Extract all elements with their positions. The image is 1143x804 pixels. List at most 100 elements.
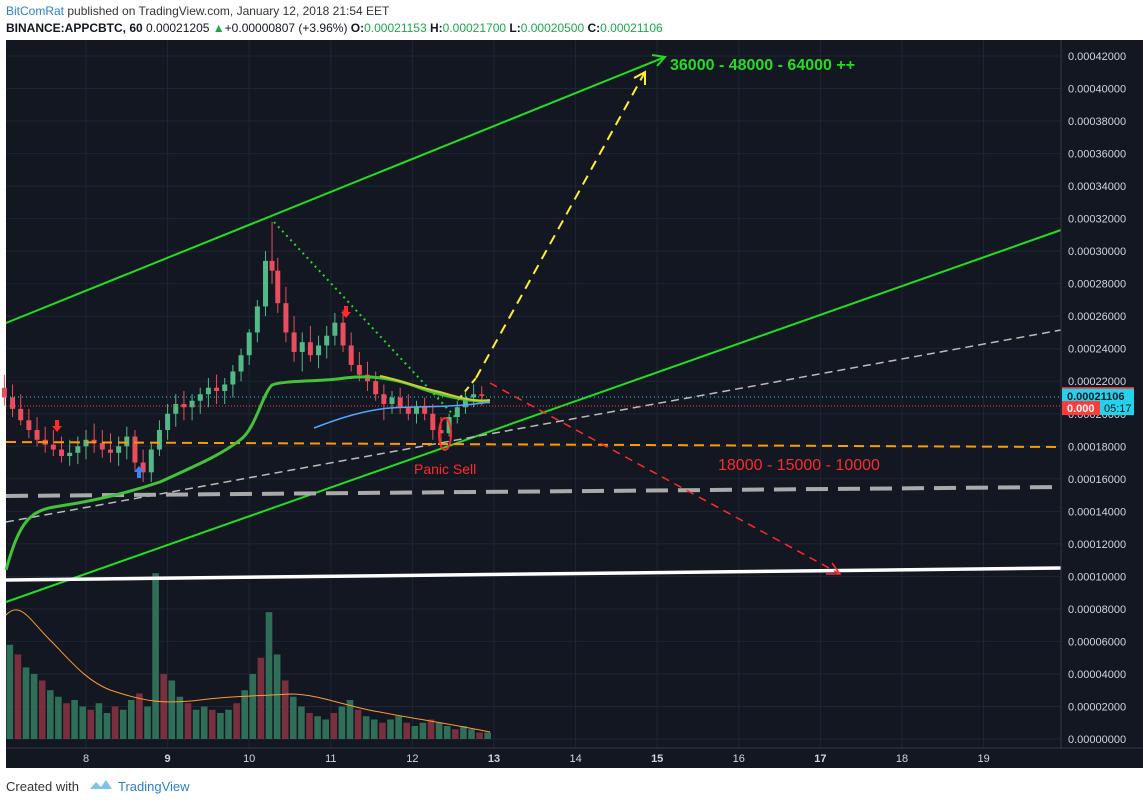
symbol-label: BINANCE:APPCBTC, 60 <box>6 21 143 35</box>
y-tick-label: 0.00030000 <box>1068 246 1126 258</box>
volume-bar <box>160 673 167 739</box>
candle-body <box>283 303 289 333</box>
volume-ma-orange <box>5 609 491 733</box>
countdown-text: 05:17 <box>1104 403 1132 415</box>
volume-bar <box>314 716 321 739</box>
candle-body <box>26 420 32 431</box>
candle-body <box>67 452 73 457</box>
x-tick-label: 8 <box>83 753 89 765</box>
up-triangle-icon: ▲ <box>212 21 225 35</box>
candle-body <box>381 394 387 405</box>
signal-markers <box>52 306 351 478</box>
candle-body <box>116 446 122 453</box>
volume-bar <box>419 722 427 739</box>
x-tick-label: 18 <box>896 753 908 765</box>
panic-sell-label[interactable]: Panic Sell <box>414 461 476 477</box>
author-link[interactable]: BitComRat <box>6 4 65 18</box>
panic-sell-marker[interactable] <box>438 417 452 451</box>
bull-projection-start <box>457 377 477 401</box>
candle-body <box>291 332 297 352</box>
volume-bar <box>184 703 192 739</box>
x-tick-label: 19 <box>977 753 989 765</box>
volume-bar <box>55 696 62 739</box>
volume-bar <box>14 654 22 739</box>
grey-thick-support[interactable] <box>5 485 1062 498</box>
volume-bar <box>128 699 135 739</box>
white-support[interactable] <box>5 566 1062 582</box>
tradingview-brand-link[interactable]: TradingView <box>118 779 190 794</box>
price-label-box <box>1062 388 1134 403</box>
candle-body <box>132 436 138 463</box>
chart-header: BitComRat published on TradingView.com, … <box>0 0 1143 40</box>
published-text: published on TradingView.com, January 12… <box>64 4 390 18</box>
bull-projection-arrow[interactable] <box>475 71 646 379</box>
volume-bar <box>346 699 354 739</box>
volume-bar <box>443 725 451 739</box>
channel-lower-line[interactable] <box>5 229 1062 603</box>
candle-body <box>422 407 428 414</box>
volume-bar <box>144 706 151 739</box>
volume-bar <box>476 732 483 739</box>
volume-bar <box>379 722 386 739</box>
moving-averages <box>4 375 491 733</box>
channel-upper-arrowhead <box>651 54 667 67</box>
volume-bar <box>209 709 216 739</box>
target-up-label[interactable]: 36000 - 48000 - 64000 ++ <box>670 57 855 74</box>
x-tick-label: 17 <box>814 753 826 765</box>
volume-bar <box>371 719 378 739</box>
open-label: O: <box>350 21 365 35</box>
price-change: +0.00000807 (+3.96%) <box>224 21 348 35</box>
candle-body <box>438 430 444 434</box>
target-down-label[interactable]: 18000 - 15000 - 10000 <box>718 457 880 474</box>
y-tick-label: 0.00004000 <box>1068 669 1126 681</box>
last-price: 0.00021205 <box>146 21 210 35</box>
volume-bar <box>281 680 289 739</box>
volume-bar <box>338 706 346 739</box>
candle-body <box>91 439 97 444</box>
x-tick-label: 15 <box>651 753 663 765</box>
x-tick-label: 11 <box>325 753 336 765</box>
channel-upper-line[interactable] <box>5 56 666 324</box>
tradingview-logo-icon <box>90 780 112 789</box>
x-tick-label: 9 <box>165 753 171 765</box>
time-axis[interactable]: 8 9 10 11 12 13 14 15 16 17 18 19 <box>6 747 1143 765</box>
candle-body <box>405 407 411 414</box>
candle-body <box>99 443 105 450</box>
volume-bar <box>136 693 143 739</box>
volume-bar <box>119 709 127 739</box>
candle-body <box>332 322 338 336</box>
buy-arrow-icon <box>134 466 144 478</box>
candle-body <box>462 397 468 408</box>
volume-bar <box>217 712 224 739</box>
volume-bar <box>241 690 248 739</box>
volume-bar <box>233 703 240 739</box>
volume-bar <box>273 654 281 739</box>
candle-body <box>246 332 252 356</box>
y-tick-label: 0.00024000 <box>1068 344 1126 356</box>
high-value: 0.00021700 <box>442 21 507 35</box>
price-axis[interactable]: 0.00042000 0.00040000 0.00038000 0.00036000… <box>1060 40 1126 748</box>
volume-bar <box>6 644 14 739</box>
volume-bar <box>22 667 30 739</box>
bear-projection-arrow[interactable] <box>489 382 841 575</box>
candle-body <box>214 387 220 391</box>
volume-bar <box>111 706 119 739</box>
y-tick-label: 0.00022000 <box>1068 376 1126 388</box>
volume-bar <box>192 709 200 739</box>
x-tick-label: 14 <box>569 753 581 765</box>
volume-bar <box>38 680 46 739</box>
candle-body <box>356 364 362 375</box>
candle-body <box>197 394 203 401</box>
high-label: H: <box>429 21 443 35</box>
volume-bar <box>265 612 273 739</box>
candle-body <box>254 306 260 333</box>
price-chart[interactable]: 36000 - 48000 - 64000 ++ 18000 - 15000 -… <box>0 40 1143 768</box>
candle-body <box>275 270 281 304</box>
x-tick-label: 12 <box>406 753 418 765</box>
grey-dashed-trend[interactable] <box>5 329 1062 523</box>
volume-bar <box>306 712 313 739</box>
volume-bar <box>87 709 95 739</box>
chart-area[interactable]: 36000 - 48000 - 64000 ++ 18000 - 15000 -… <box>0 40 1143 768</box>
y-tick-label: 0.00008000 <box>1068 604 1126 616</box>
y-tick-label: 0.00010000 <box>1068 571 1126 583</box>
